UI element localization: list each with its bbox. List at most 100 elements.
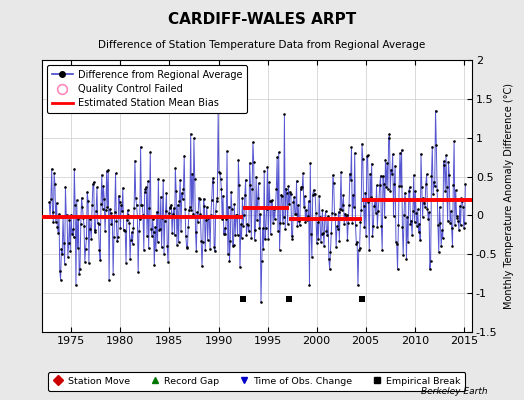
Point — [436, 220, 444, 226]
Point — [161, 218, 169, 224]
Point — [165, 210, 173, 216]
Point — [203, 204, 211, 210]
Point — [394, 266, 402, 272]
Point — [391, 162, 399, 169]
Point — [318, 207, 326, 214]
Point — [127, 229, 136, 236]
Point — [348, 220, 356, 226]
Point — [228, 243, 237, 249]
Point — [384, 186, 392, 192]
Point — [263, 164, 271, 170]
Point — [51, 181, 59, 187]
Point — [367, 193, 375, 200]
Point — [166, 204, 174, 211]
Point — [425, 266, 434, 272]
Point — [411, 188, 420, 194]
Point — [253, 217, 261, 224]
Point — [419, 195, 428, 201]
Point — [307, 230, 315, 237]
Point — [441, 188, 450, 194]
Point — [185, 204, 194, 210]
Point — [187, 207, 195, 213]
Point — [269, 220, 277, 226]
Point — [388, 171, 396, 177]
Point — [120, 226, 128, 233]
Point — [304, 213, 312, 219]
Point — [143, 232, 151, 239]
Point — [109, 270, 117, 277]
Point — [128, 241, 137, 247]
Point — [185, 206, 193, 213]
Point — [233, 212, 241, 218]
Point — [379, 181, 388, 188]
Point — [113, 238, 122, 244]
Point — [289, 199, 298, 206]
Point — [326, 248, 335, 255]
Point — [209, 175, 217, 181]
Point — [360, 224, 368, 230]
Point — [280, 111, 289, 118]
Point — [71, 202, 79, 208]
Point — [60, 261, 69, 267]
Point — [324, 213, 332, 219]
Point — [352, 241, 361, 248]
Point — [434, 249, 443, 255]
Point — [112, 218, 121, 224]
Point — [329, 172, 337, 178]
Point — [268, 197, 277, 204]
Point — [297, 184, 305, 191]
Point — [115, 199, 124, 206]
Point — [81, 246, 90, 252]
Point — [259, 245, 268, 252]
Point — [267, 198, 276, 204]
Point — [171, 165, 180, 171]
Point — [136, 144, 145, 150]
Point — [319, 230, 328, 236]
Point — [178, 190, 186, 196]
Point — [318, 230, 326, 237]
Point — [89, 181, 97, 188]
Point — [276, 246, 284, 253]
Point — [428, 144, 436, 150]
Point — [263, 206, 271, 212]
Point — [155, 227, 163, 233]
Point — [124, 207, 132, 214]
Point — [162, 190, 171, 196]
Point — [335, 237, 344, 244]
Point — [337, 169, 345, 176]
Point — [418, 214, 427, 220]
Point — [332, 244, 340, 250]
Point — [184, 224, 192, 230]
Point — [427, 173, 435, 179]
Point — [110, 234, 118, 241]
Point — [281, 226, 289, 232]
Point — [79, 215, 88, 221]
Point — [93, 184, 101, 191]
Point — [74, 216, 83, 222]
Point — [104, 166, 113, 173]
Point — [346, 170, 354, 177]
Point — [274, 227, 282, 234]
Point — [287, 190, 295, 197]
Point — [385, 131, 394, 137]
Point — [56, 268, 64, 274]
Point — [247, 235, 256, 241]
Point — [295, 218, 303, 224]
Point — [148, 216, 157, 222]
Point — [444, 158, 453, 165]
Point — [169, 211, 177, 218]
Point — [53, 224, 61, 230]
Point — [97, 172, 106, 178]
Point — [370, 203, 378, 210]
Point — [313, 219, 322, 226]
Point — [315, 192, 323, 199]
Point — [57, 246, 66, 252]
Point — [245, 160, 254, 166]
Point — [402, 256, 411, 262]
Point — [139, 212, 147, 218]
Point — [368, 233, 377, 240]
Point — [133, 213, 141, 219]
Point — [96, 256, 104, 263]
Point — [325, 266, 334, 272]
Point — [237, 221, 245, 227]
